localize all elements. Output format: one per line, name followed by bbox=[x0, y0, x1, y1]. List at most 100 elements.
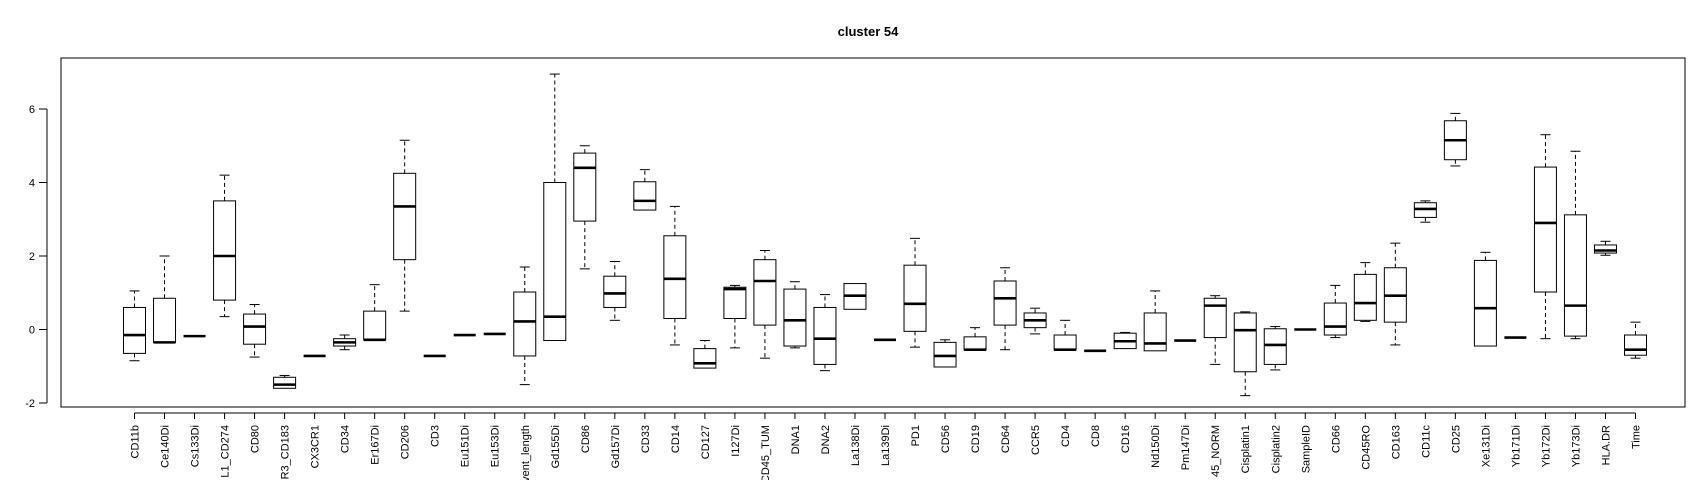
box-body bbox=[1233, 312, 1257, 373]
box-CD127 bbox=[693, 340, 717, 369]
box-Yb173Di bbox=[1563, 150, 1587, 340]
box-body bbox=[783, 288, 807, 347]
x-tick-label: CD64 bbox=[1000, 425, 1012, 453]
box-DNA1 bbox=[783, 281, 807, 349]
box-CD163 bbox=[1383, 242, 1407, 346]
box-Gd157Di bbox=[603, 261, 627, 321]
box-body bbox=[993, 280, 1017, 326]
x-tick-label: Yb173Di bbox=[1570, 425, 1582, 467]
box-CD14 bbox=[663, 205, 687, 346]
box-body bbox=[723, 286, 747, 319]
box-CD86 bbox=[573, 145, 597, 270]
box-CD45_TUM bbox=[753, 249, 777, 359]
box-R3_CD183 bbox=[273, 374, 297, 389]
box-body bbox=[903, 264, 927, 332]
box-body bbox=[1053, 334, 1077, 351]
x-tick-label: CD66 bbox=[1330, 425, 1342, 453]
box-Xe131Di bbox=[1473, 251, 1497, 347]
x-tick-label: CD19 bbox=[970, 425, 982, 453]
box-45_NORM bbox=[1203, 295, 1227, 365]
x-tick-label: CCR5 bbox=[1030, 425, 1042, 455]
box-CD64 bbox=[993, 267, 1017, 351]
y-axis: -2 0 2 4 6 bbox=[25, 104, 48, 410]
box-body bbox=[1323, 302, 1347, 336]
x-tick-label: Eu151Di bbox=[460, 425, 472, 467]
x-tick-label: Cs133Di bbox=[190, 425, 202, 467]
x-tick-label: DNA1 bbox=[790, 425, 802, 454]
x-tick-label: SampleID bbox=[1300, 425, 1312, 473]
box-I127Di bbox=[723, 284, 747, 349]
box-Time bbox=[1624, 321, 1647, 359]
box-body bbox=[1353, 273, 1377, 321]
box-L1_CD274 bbox=[213, 174, 237, 318]
x-tick-label: CD8 bbox=[1090, 425, 1102, 447]
x-tick-label: L1_CD274 bbox=[220, 425, 232, 478]
box-CD66 bbox=[1323, 284, 1347, 339]
x-tick-label: Cisplatin1 bbox=[1240, 425, 1252, 473]
x-tick-label: CD3 bbox=[430, 425, 442, 447]
x-tick-label: CD11c bbox=[1420, 425, 1432, 458]
box-CD19 bbox=[963, 327, 987, 352]
box-Nd150Di bbox=[1143, 290, 1167, 352]
x-tick-label: CD11b bbox=[130, 425, 142, 458]
x-tick-label: CD4 bbox=[1060, 425, 1072, 447]
x-tick-label: 45_NORM bbox=[1210, 425, 1222, 477]
x-tick-label: CD45RO bbox=[1360, 425, 1372, 470]
box-body bbox=[963, 336, 987, 351]
x-tick-label: CD16 bbox=[1120, 425, 1132, 453]
box-Yb172Di bbox=[1533, 134, 1557, 340]
box-Cisplatin1 bbox=[1233, 311, 1257, 397]
box-body bbox=[243, 313, 267, 345]
box-body bbox=[543, 182, 567, 342]
x-tick-label: CD206 bbox=[400, 425, 412, 459]
x-tick-label: CD80 bbox=[250, 425, 262, 453]
box-CD206 bbox=[393, 139, 417, 312]
box-body bbox=[363, 310, 387, 341]
x-tick-label: CD14 bbox=[670, 425, 682, 453]
box-CD4 bbox=[1053, 319, 1077, 352]
x-tick-label: CX3CR1 bbox=[310, 425, 322, 468]
box-body bbox=[153, 297, 177, 343]
x-tick-label: HLA.DR bbox=[1600, 425, 1612, 465]
x-tick-label: Eu153Di bbox=[490, 425, 502, 467]
box-CD16 bbox=[1113, 331, 1137, 350]
box-body bbox=[1533, 166, 1557, 293]
box-Gd155Di bbox=[543, 73, 567, 342]
x-tick-label: Xe131Di bbox=[1480, 425, 1492, 467]
box-body bbox=[603, 275, 627, 308]
x-tick-label: R3_CD183 bbox=[280, 425, 292, 479]
boxes-group bbox=[123, 73, 1647, 397]
x-tick-label: Yb171Di bbox=[1510, 425, 1522, 467]
box-body bbox=[273, 376, 297, 389]
x-tick-label: Cisplatin2 bbox=[1270, 425, 1282, 473]
x-tick-label: CD25 bbox=[1450, 425, 1462, 453]
x-tick-label: DNA2 bbox=[820, 425, 832, 454]
x-tick-label: CD163 bbox=[1390, 425, 1402, 459]
box-La138Di bbox=[843, 283, 867, 310]
x-tick-label: Ce140Di bbox=[160, 425, 172, 468]
box-body bbox=[1563, 214, 1587, 337]
x-tick-label: Time bbox=[1631, 425, 1643, 449]
box-HLA.DR bbox=[1593, 240, 1617, 256]
box-body bbox=[213, 200, 237, 301]
box-CD11b bbox=[123, 290, 146, 362]
box-body bbox=[1263, 328, 1287, 365]
plot-frame bbox=[60, 57, 1686, 408]
x-tick-label: CD45_TUM bbox=[760, 425, 772, 480]
box-body bbox=[633, 181, 657, 211]
box-vent_length bbox=[513, 266, 537, 386]
box-body bbox=[693, 348, 717, 369]
box-CD80 bbox=[243, 304, 267, 358]
x-tick-label: vent_length bbox=[520, 425, 532, 480]
box-body bbox=[813, 306, 837, 365]
x-tick-label: CD127 bbox=[700, 425, 712, 459]
x-tick-label: La138Di bbox=[850, 425, 862, 466]
box-CD33 bbox=[633, 169, 657, 211]
box-CD45RO bbox=[1353, 262, 1377, 322]
x-tick-label: PD1 bbox=[910, 425, 922, 446]
box-Cisplatin2 bbox=[1263, 326, 1287, 371]
box-DNA2 bbox=[813, 294, 837, 372]
chart-title: cluster 54 bbox=[838, 24, 899, 39]
x-tick-label: CD86 bbox=[580, 425, 592, 453]
